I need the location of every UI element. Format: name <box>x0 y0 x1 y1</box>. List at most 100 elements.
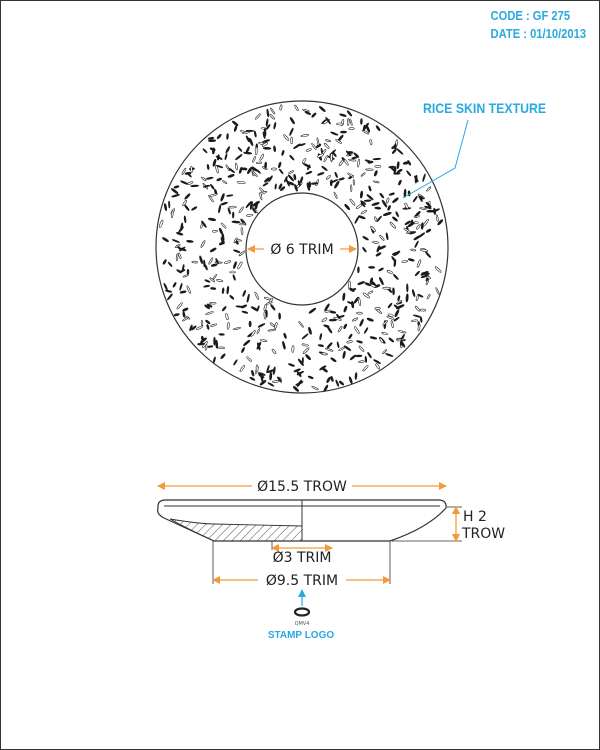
rice-grain <box>300 176 304 183</box>
outer-ring-edge <box>155 100 449 394</box>
rice-grain <box>252 156 256 163</box>
rice-grain <box>436 214 439 222</box>
rice-grain <box>255 161 263 164</box>
rice-grain <box>330 131 339 136</box>
stamp-mark-text: QMV4 <box>295 621 310 627</box>
rice-grain <box>378 267 384 272</box>
rice-grain <box>257 372 266 376</box>
rice-grain <box>379 192 385 199</box>
rice-grain <box>239 222 246 226</box>
rice-grain <box>262 182 269 187</box>
rice-grain <box>415 294 419 301</box>
rice-grain <box>410 248 417 252</box>
rice-grain <box>245 135 250 143</box>
rice-grain <box>220 353 226 359</box>
rice-grain <box>343 305 348 313</box>
rice-grain <box>374 206 382 210</box>
rice-grain <box>242 290 246 297</box>
rice-grain <box>184 193 191 200</box>
rice-grain <box>269 113 276 120</box>
rice-grain <box>200 337 207 344</box>
rice-grain <box>306 148 312 152</box>
rice-grain <box>240 304 248 309</box>
rice-grain <box>207 136 215 140</box>
rice-grain <box>329 153 333 162</box>
rice-grain <box>396 161 400 169</box>
rice-grain <box>382 349 388 354</box>
rice-grain <box>203 259 206 268</box>
rice-grain <box>215 339 219 349</box>
rice-grain <box>218 333 225 336</box>
rice-grain <box>352 179 356 186</box>
rice-grain <box>272 366 276 375</box>
rice-grain <box>254 130 257 138</box>
rice-grain <box>256 328 261 335</box>
rice-grain <box>362 236 369 241</box>
rice-grain <box>164 203 167 211</box>
rice-grain <box>413 235 421 241</box>
rice-grain <box>418 195 424 200</box>
rice-grain <box>208 257 214 265</box>
rice-grain <box>392 216 398 222</box>
rice-grain <box>167 293 173 301</box>
rice-grain <box>209 193 218 197</box>
rice-grain <box>360 118 363 125</box>
rice-grain <box>404 220 411 226</box>
rice-grain <box>388 192 395 196</box>
rice-grain <box>249 376 256 381</box>
rice-grain <box>176 269 182 274</box>
rice-grain <box>278 183 283 190</box>
rice-grain <box>264 177 271 183</box>
rice-grain <box>200 240 206 248</box>
rice-grain <box>387 302 393 309</box>
drawing-date: DATE : 01/10/2013 <box>490 26 586 41</box>
rice-grain <box>437 219 444 226</box>
rice-grain <box>225 146 231 154</box>
rice-grain <box>267 382 275 387</box>
rice-grain <box>238 250 246 257</box>
rice-grain <box>394 309 400 318</box>
rice-grain <box>204 279 211 283</box>
rice-grain <box>425 228 432 233</box>
rice-grain <box>201 220 207 228</box>
rice-grain <box>338 380 345 386</box>
rice-grain <box>178 252 182 260</box>
rice-grain <box>317 344 324 347</box>
rice-grain <box>243 339 251 347</box>
rice-grain <box>272 380 280 383</box>
rice-grain <box>306 182 311 191</box>
rice-grain <box>284 176 288 183</box>
rice-grain <box>373 359 381 364</box>
rice-grain <box>338 177 345 181</box>
stamp-logo-callout: QMV4 STAMP LOGO <box>268 589 334 641</box>
rice-grain <box>388 337 395 343</box>
rice-grain <box>184 204 190 211</box>
rice-grain <box>387 205 391 211</box>
rice-grain <box>204 344 208 351</box>
rice-grain <box>425 251 431 258</box>
rice-grain <box>386 315 395 320</box>
rice-grain <box>358 345 365 352</box>
rice-grain <box>414 211 421 217</box>
rice-grain <box>396 304 403 310</box>
rice-grain <box>329 179 333 187</box>
rice-grain <box>199 255 203 265</box>
rice-grain <box>208 194 214 203</box>
rice-grain <box>176 302 183 310</box>
rice-grain <box>392 287 395 296</box>
rice-grain <box>263 128 267 137</box>
rice-grain <box>189 324 193 332</box>
base-diameter-label: Ø9.5 TRIM <box>266 573 338 589</box>
rice-grain <box>326 376 331 383</box>
rice-grain <box>263 311 267 320</box>
rice-grain <box>333 191 338 199</box>
rice-grain <box>232 327 241 331</box>
rice-grain <box>369 139 373 146</box>
rice-grain <box>420 270 429 276</box>
rice-grain <box>233 359 238 366</box>
rice-grain <box>267 328 277 332</box>
rice-grain <box>190 184 200 188</box>
rice-grain <box>279 104 283 111</box>
rice-grain <box>263 303 267 312</box>
rice-grain <box>271 167 277 171</box>
